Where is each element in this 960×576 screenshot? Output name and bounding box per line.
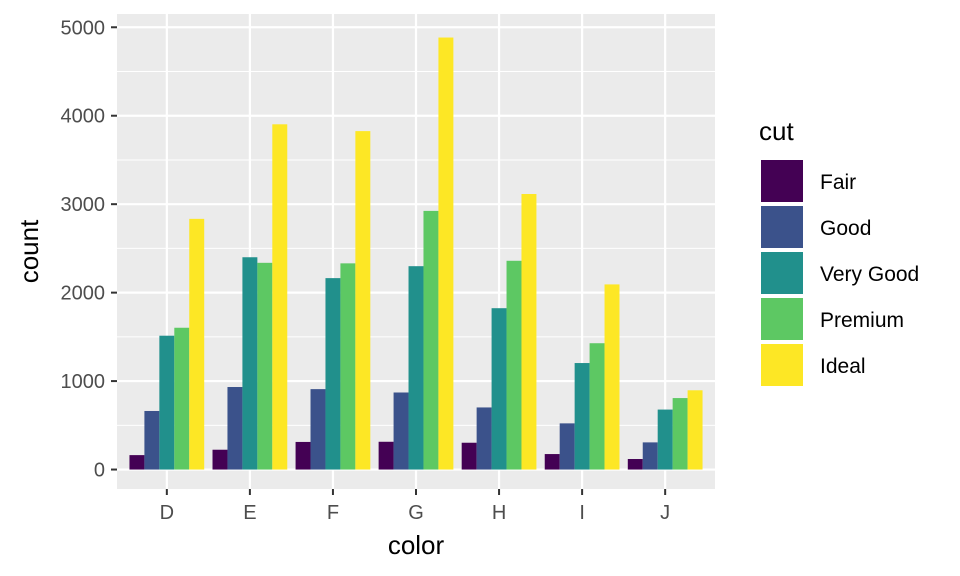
legend-key-ideal: [759, 342, 805, 388]
bar-J-premium: [672, 398, 688, 470]
x-tick-label: F: [327, 502, 339, 524]
bar-H-ideal: [521, 194, 537, 470]
bar-J-ideal: [687, 390, 703, 470]
bar-D-good: [144, 410, 160, 470]
x-tick-label: J: [660, 502, 670, 524]
y-axis-title: count: [14, 219, 44, 283]
legend-label: Fair: [820, 171, 856, 194]
bar-G-premium: [423, 210, 439, 470]
y-axis: 0 1000 2000 3000 4000 5000: [61, 17, 117, 482]
bar-G-very-good: [408, 266, 424, 470]
y-tick-label: 5000: [61, 17, 106, 39]
bar-F-good: [310, 389, 326, 470]
legend-key-fair: [759, 158, 805, 204]
bar-I-fair: [544, 454, 560, 470]
bar-E-premium: [257, 262, 273, 470]
bar-E-very-good: [242, 257, 258, 470]
bar-D-fair: [129, 455, 145, 470]
bar-I-premium: [589, 343, 605, 470]
bar-G-fair: [378, 441, 394, 470]
legend-label: Very Good: [820, 263, 919, 286]
x-axis: D E F G H I J: [160, 489, 670, 524]
bar-H-premium: [506, 260, 522, 470]
bar-E-good: [227, 387, 243, 470]
bar-I-good: [559, 423, 575, 470]
y-tick-label: 1000: [61, 371, 106, 393]
bar-F-ideal: [355, 131, 371, 470]
bar-H-very-good: [491, 308, 507, 470]
bar-J-good: [642, 442, 658, 470]
bar-H-fair: [461, 442, 477, 470]
legend-label: Ideal: [820, 355, 866, 378]
bar-D-very-good: [159, 335, 175, 470]
bar-F-very-good: [325, 278, 341, 470]
legend-title: cut: [759, 116, 794, 146]
bar-G-good: [393, 392, 409, 470]
legend-label: Premium: [820, 309, 904, 332]
bar-I-very-good: [574, 363, 590, 470]
bar-F-premium: [340, 263, 356, 470]
bar-G-ideal: [438, 37, 454, 470]
bar-I-ideal: [604, 284, 620, 470]
y-tick-label: 0: [94, 460, 105, 482]
x-tick-label: I: [579, 502, 585, 524]
bar-D-ideal: [189, 218, 205, 470]
bar-E-ideal: [272, 124, 288, 470]
legend-label: Good: [820, 217, 871, 240]
bar-E-fair: [212, 449, 228, 470]
legend: cut Fair Good Very Good Premium Ideal: [759, 116, 919, 388]
bar-F-fair: [295, 441, 311, 470]
bar-H-good: [476, 407, 492, 470]
x-tick-label: D: [160, 502, 174, 524]
legend-key-good: [759, 204, 805, 250]
gridlines: [117, 14, 715, 489]
legend-key-very-good: [759, 250, 805, 296]
y-tick-label: 3000: [61, 194, 106, 216]
bar-J-very-good: [657, 409, 673, 470]
x-axis-title: color: [388, 530, 445, 560]
x-tick-label: E: [243, 502, 256, 524]
x-tick-label: H: [492, 502, 506, 524]
bar-D-premium: [174, 327, 190, 470]
x-tick-label: G: [408, 502, 424, 524]
bar-J-fair: [627, 459, 643, 470]
bars: [129, 37, 703, 470]
y-tick-label: 2000: [61, 283, 106, 305]
y-tick-label: 4000: [61, 106, 106, 128]
legend-key-premium: [759, 296, 805, 342]
